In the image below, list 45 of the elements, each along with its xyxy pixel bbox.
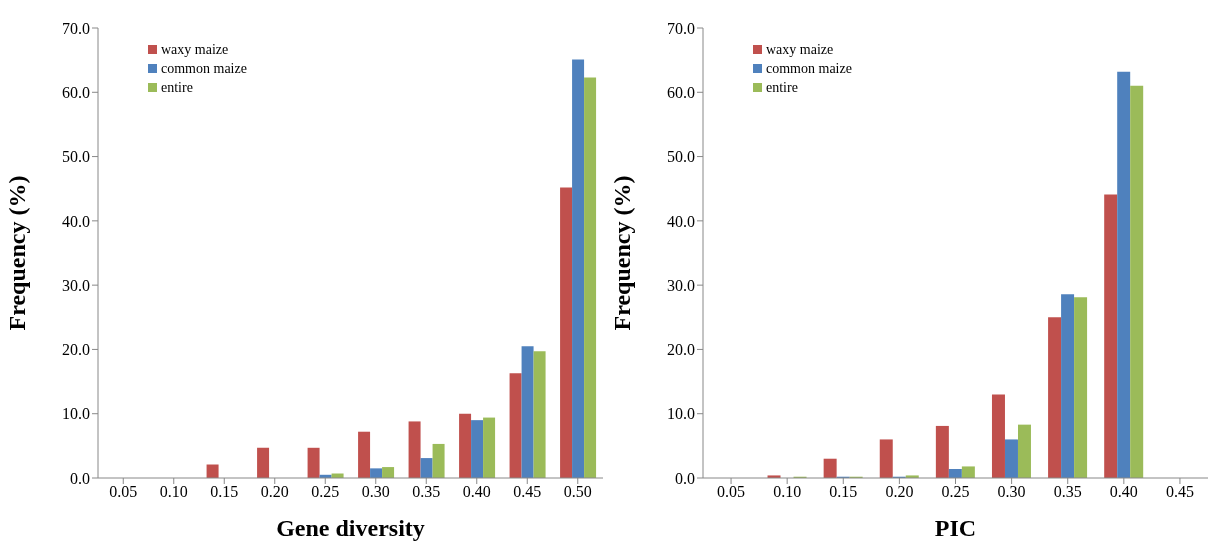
y-tick-label: 60.0 (62, 83, 90, 101)
y-axis-title: Frequency (%) (3, 175, 30, 331)
x-tick-label: 0.10 (159, 483, 188, 501)
y-tick-label: 70.0 (62, 19, 90, 37)
y-tick-label: 60.0 (667, 83, 695, 101)
x-tick-label: 0.40 (462, 483, 491, 501)
x-tick-label: 0.35 (1053, 483, 1082, 501)
y-tick-label: 40.0 (62, 212, 90, 230)
y-tick-label: 20.0 (667, 341, 695, 359)
x-tick-label: 0.10 (773, 483, 802, 501)
x-tick-label: 0.15 (210, 483, 239, 501)
x-tick-label: 0.15 (829, 483, 858, 501)
x-tick-label: 0.20 (885, 483, 914, 501)
x-tick-label: 0.50 (563, 483, 592, 501)
y-tick-label: 10.0 (667, 405, 695, 423)
legend-label: entire (766, 79, 798, 97)
y-tick-label: 40.0 (667, 212, 695, 230)
legend-label: waxy maize (161, 41, 229, 59)
legend-label: waxy maize (766, 41, 834, 59)
y-tick-label: 30.0 (667, 276, 695, 294)
x-tick-label: 0.35 (412, 483, 441, 501)
x-tick-label: 0.45 (1165, 483, 1194, 501)
x-tick-label: 0.25 (941, 483, 970, 501)
x-tick-label: 0.05 (109, 483, 138, 501)
x-axis-title: PIC (934, 515, 977, 541)
y-axis-title: Frequency (%) (608, 175, 635, 331)
x-tick-label: 0.30 (361, 483, 390, 501)
y-tick-label: 0.0 (675, 469, 695, 487)
legend-label: common maize (766, 60, 852, 78)
y-tick-label: 20.0 (62, 341, 90, 359)
x-tick-label: 0.25 (311, 483, 340, 501)
y-tick-label: 70.0 (667, 19, 695, 37)
y-tick-label: 30.0 (62, 276, 90, 294)
x-axis-title: Gene diversity (276, 515, 425, 541)
legend-label: common maize (161, 60, 247, 78)
y-tick-label: 50.0 (667, 148, 695, 166)
x-tick-label: 0.30 (997, 483, 1026, 501)
y-tick-label: 50.0 (62, 148, 90, 166)
x-tick-label: 0.20 (260, 483, 289, 501)
y-tick-label: 10.0 (62, 405, 90, 423)
y-tick-label: 0.0 (70, 469, 90, 487)
x-tick-label: 0.40 (1109, 483, 1138, 501)
legend-label: entire (161, 79, 193, 97)
x-tick-label: 0.05 (717, 483, 746, 501)
x-tick-label: 0.45 (513, 483, 542, 501)
